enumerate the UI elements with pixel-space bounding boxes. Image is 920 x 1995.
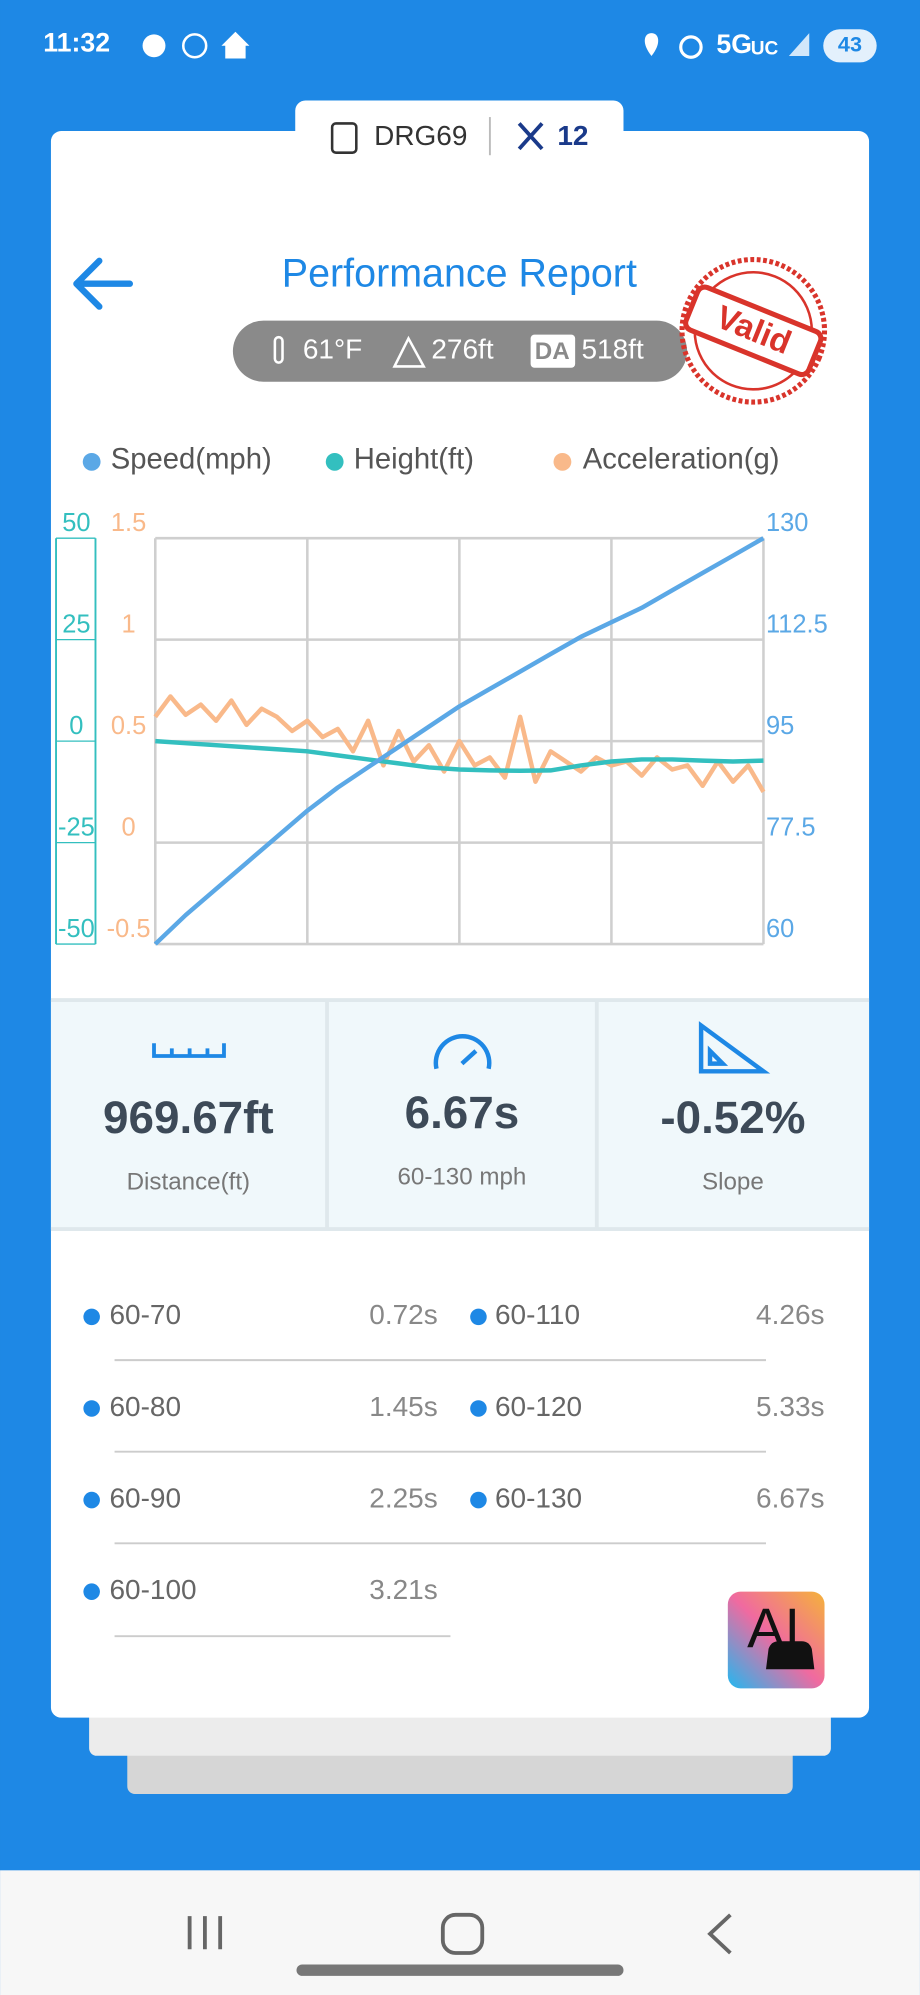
y-tick-label: -25: [58, 813, 95, 841]
y3-tick-label: -0.5: [107, 915, 151, 943]
y2-tick-label: 130: [766, 509, 808, 537]
gauge-needle: [460, 1049, 478, 1066]
gesture-bar: [296, 1964, 624, 1976]
split-marker: [470, 1400, 487, 1417]
legend-label: Speed(mph): [111, 443, 272, 475]
home-icon: [221, 31, 250, 59]
da-badge: [530, 334, 576, 368]
slope-icon: [698, 1021, 771, 1074]
y-tick-label: 0: [69, 712, 83, 740]
split-time: 5.33s: [756, 1391, 824, 1422]
split-time: 2.25s: [369, 1482, 437, 1513]
network-type: 5G: [716, 29, 752, 59]
temperature: 61°F: [303, 334, 362, 365]
split-range: 60-70: [109, 1299, 181, 1330]
da-label: DA: [535, 338, 570, 365]
satellite-icon: [517, 122, 544, 151]
stat-label: Distance(ft): [127, 1169, 251, 1196]
split-time: 0.72s: [369, 1299, 437, 1330]
legend-marker: [553, 452, 572, 471]
y2-tick-label: 112.5: [766, 610, 828, 638]
y2-tick-label: 60: [766, 915, 794, 943]
altitude: 276ft: [431, 334, 493, 365]
battery: [823, 29, 877, 63]
y2-tick-label: 77.5: [766, 813, 816, 841]
y3-tick-label: 0.5: [111, 712, 146, 740]
split-time: 4.26s: [756, 1299, 824, 1330]
y-tick-label: 50: [62, 509, 90, 537]
report-title: Performance Report: [282, 252, 637, 296]
nav-bar: [0, 1870, 920, 1995]
stat-value: 6.67s: [405, 1087, 520, 1138]
split-marker: [83, 1400, 100, 1417]
y-tick-label: 25: [62, 610, 90, 638]
y2-tick-label: 95: [766, 712, 794, 740]
device-name: DRG69: [374, 120, 467, 151]
density-altitude: 518ft: [582, 334, 644, 365]
series-line: [153, 536, 765, 946]
series-line: [155, 738, 764, 773]
mountain-icon: [392, 335, 426, 368]
valid-stamp: [679, 257, 828, 405]
device-count: 12: [557, 120, 588, 151]
network-suffix: UC: [751, 39, 779, 60]
thermometer-icon: [273, 335, 284, 364]
split-marker: [83, 1491, 100, 1509]
recents-button[interactable]: [187, 1916, 223, 1950]
device-chip[interactable]: [295, 100, 624, 172]
hotspot-icon: [679, 35, 703, 59]
y3-tick-label: 1: [121, 610, 135, 638]
split-range: 60-110: [495, 1299, 580, 1330]
stat-label: 60-130 mph: [397, 1164, 526, 1191]
status-time: 11:32: [43, 28, 110, 58]
split-marker: [83, 1583, 100, 1600]
home-button[interactable]: [440, 1912, 485, 1955]
battery-level: 43: [838, 32, 862, 57]
chat-icon: [142, 34, 166, 58]
gauge-icon: [433, 1034, 492, 1070]
split-marker: [83, 1308, 100, 1326]
stat-label: Slope: [702, 1169, 764, 1196]
app-icon: [181, 33, 208, 59]
location-icon: [644, 33, 659, 56]
split-range: 60-100: [109, 1574, 196, 1605]
split-time: 1.45s: [369, 1391, 437, 1422]
back-button[interactable]: [73, 257, 134, 310]
split-range: 60-80: [109, 1391, 181, 1422]
legend-marker: [325, 452, 344, 471]
device-icon: [330, 122, 358, 154]
split-marker: [470, 1308, 487, 1326]
stat-value: 969.67ft: [103, 1092, 274, 1143]
split-range: 60-90: [109, 1482, 181, 1513]
split-marker: [470, 1491, 487, 1509]
back-nav-button[interactable]: [707, 1913, 732, 1955]
split-range: 60-120: [495, 1391, 582, 1422]
car-icon: [765, 1641, 815, 1670]
split-time: 3.21s: [369, 1574, 437, 1605]
ruler-icon: [152, 1043, 226, 1058]
y3-tick-label: 0: [121, 813, 135, 841]
y-tick-label: -50: [58, 915, 95, 943]
legend-marker: [82, 452, 101, 471]
split-range: 60-130: [495, 1482, 582, 1513]
legend-label: Height(ft): [354, 443, 474, 475]
y3-tick-label: 1.5: [111, 509, 146, 537]
split-time: 6.67s: [756, 1482, 824, 1513]
stat-value: -0.52%: [660, 1092, 805, 1143]
legend-label: Acceleration(g): [583, 443, 780, 475]
